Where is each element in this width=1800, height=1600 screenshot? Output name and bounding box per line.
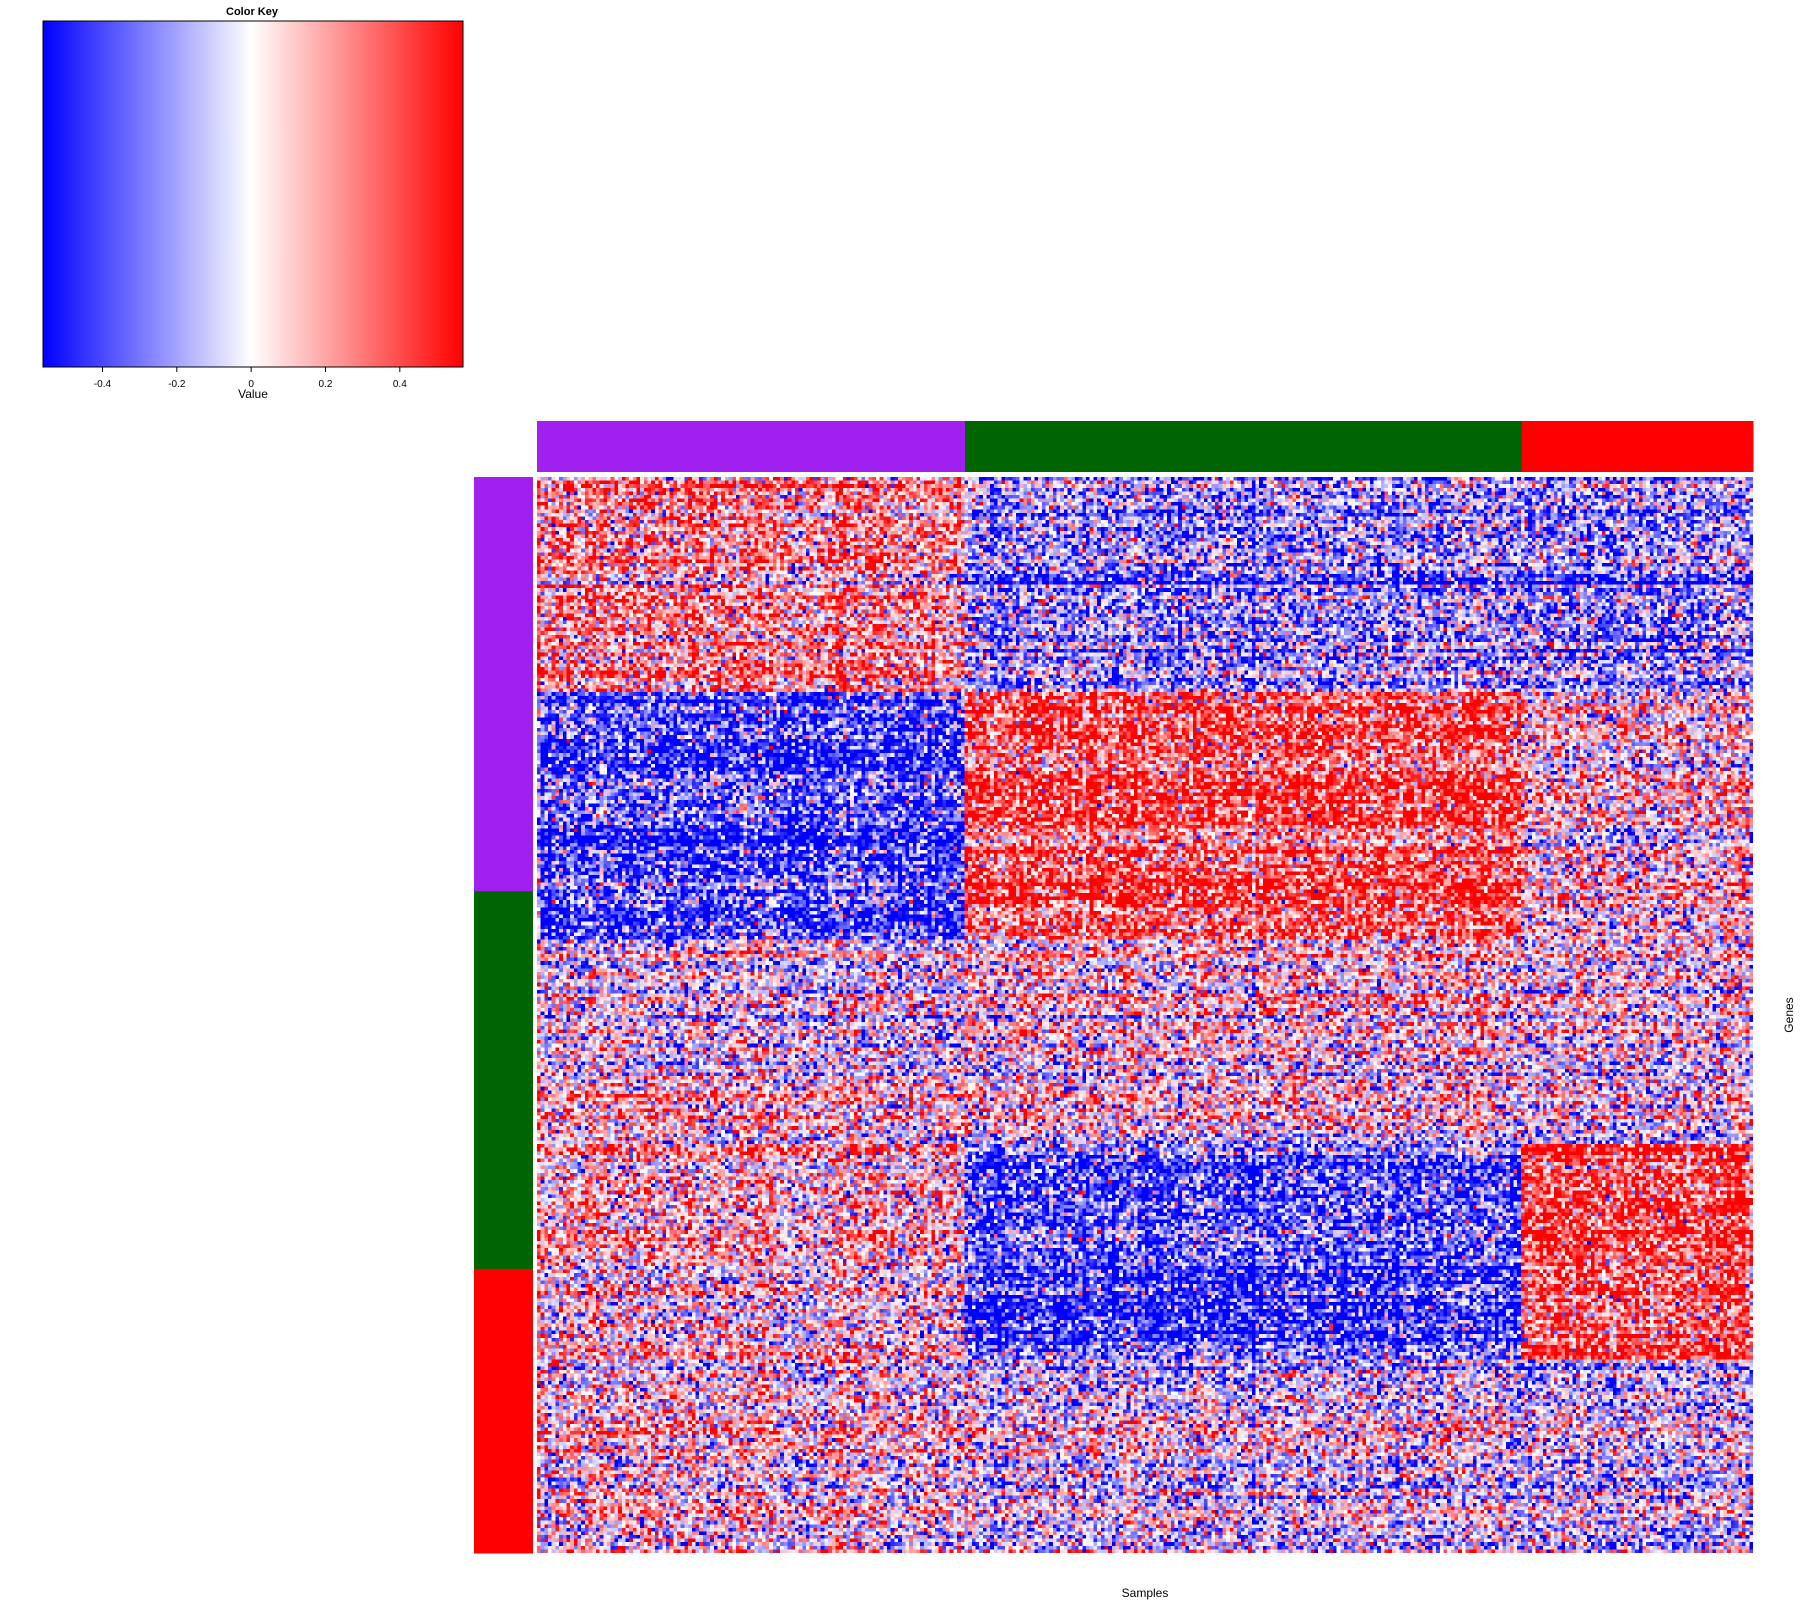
- color-key-tick-label: -0.2: [168, 379, 186, 390]
- heatmap-cells: [537, 477, 1753, 1553]
- color-key-xlabel: Value: [238, 387, 268, 401]
- column-group-bar: [965, 421, 1523, 472]
- color-key: Color Key -0.4 -0.2 0 0.2 0.4 Value: [42, 6, 464, 401]
- heatmap-xlabel: Samples: [1122, 1586, 1169, 1600]
- color-key-tick-label: 0.4: [393, 379, 407, 390]
- heatmap: Samples Genes: [474, 421, 1796, 1600]
- color-key-tick-label: 0.2: [319, 379, 333, 390]
- color-key-tick-label: -0.4: [94, 379, 112, 390]
- row-group-bar: [474, 1268, 533, 1554]
- column-group-bar: [1521, 421, 1754, 472]
- row-group-bar: [474, 891, 533, 1270]
- heatmap-ylabel: Genes: [1782, 997, 1796, 1032]
- color-key-ticks: -0.4 -0.2 0 0.2 0.4: [94, 367, 407, 390]
- color-key-tick-label: 0: [248, 379, 254, 390]
- row-group-bar: [474, 477, 533, 892]
- color-key-gradient: [42, 20, 464, 368]
- column-group-bar: [537, 421, 966, 472]
- row-side-colors: [474, 477, 533, 1554]
- color-key-title: Color Key: [226, 6, 279, 18]
- column-side-colors: [537, 421, 1754, 472]
